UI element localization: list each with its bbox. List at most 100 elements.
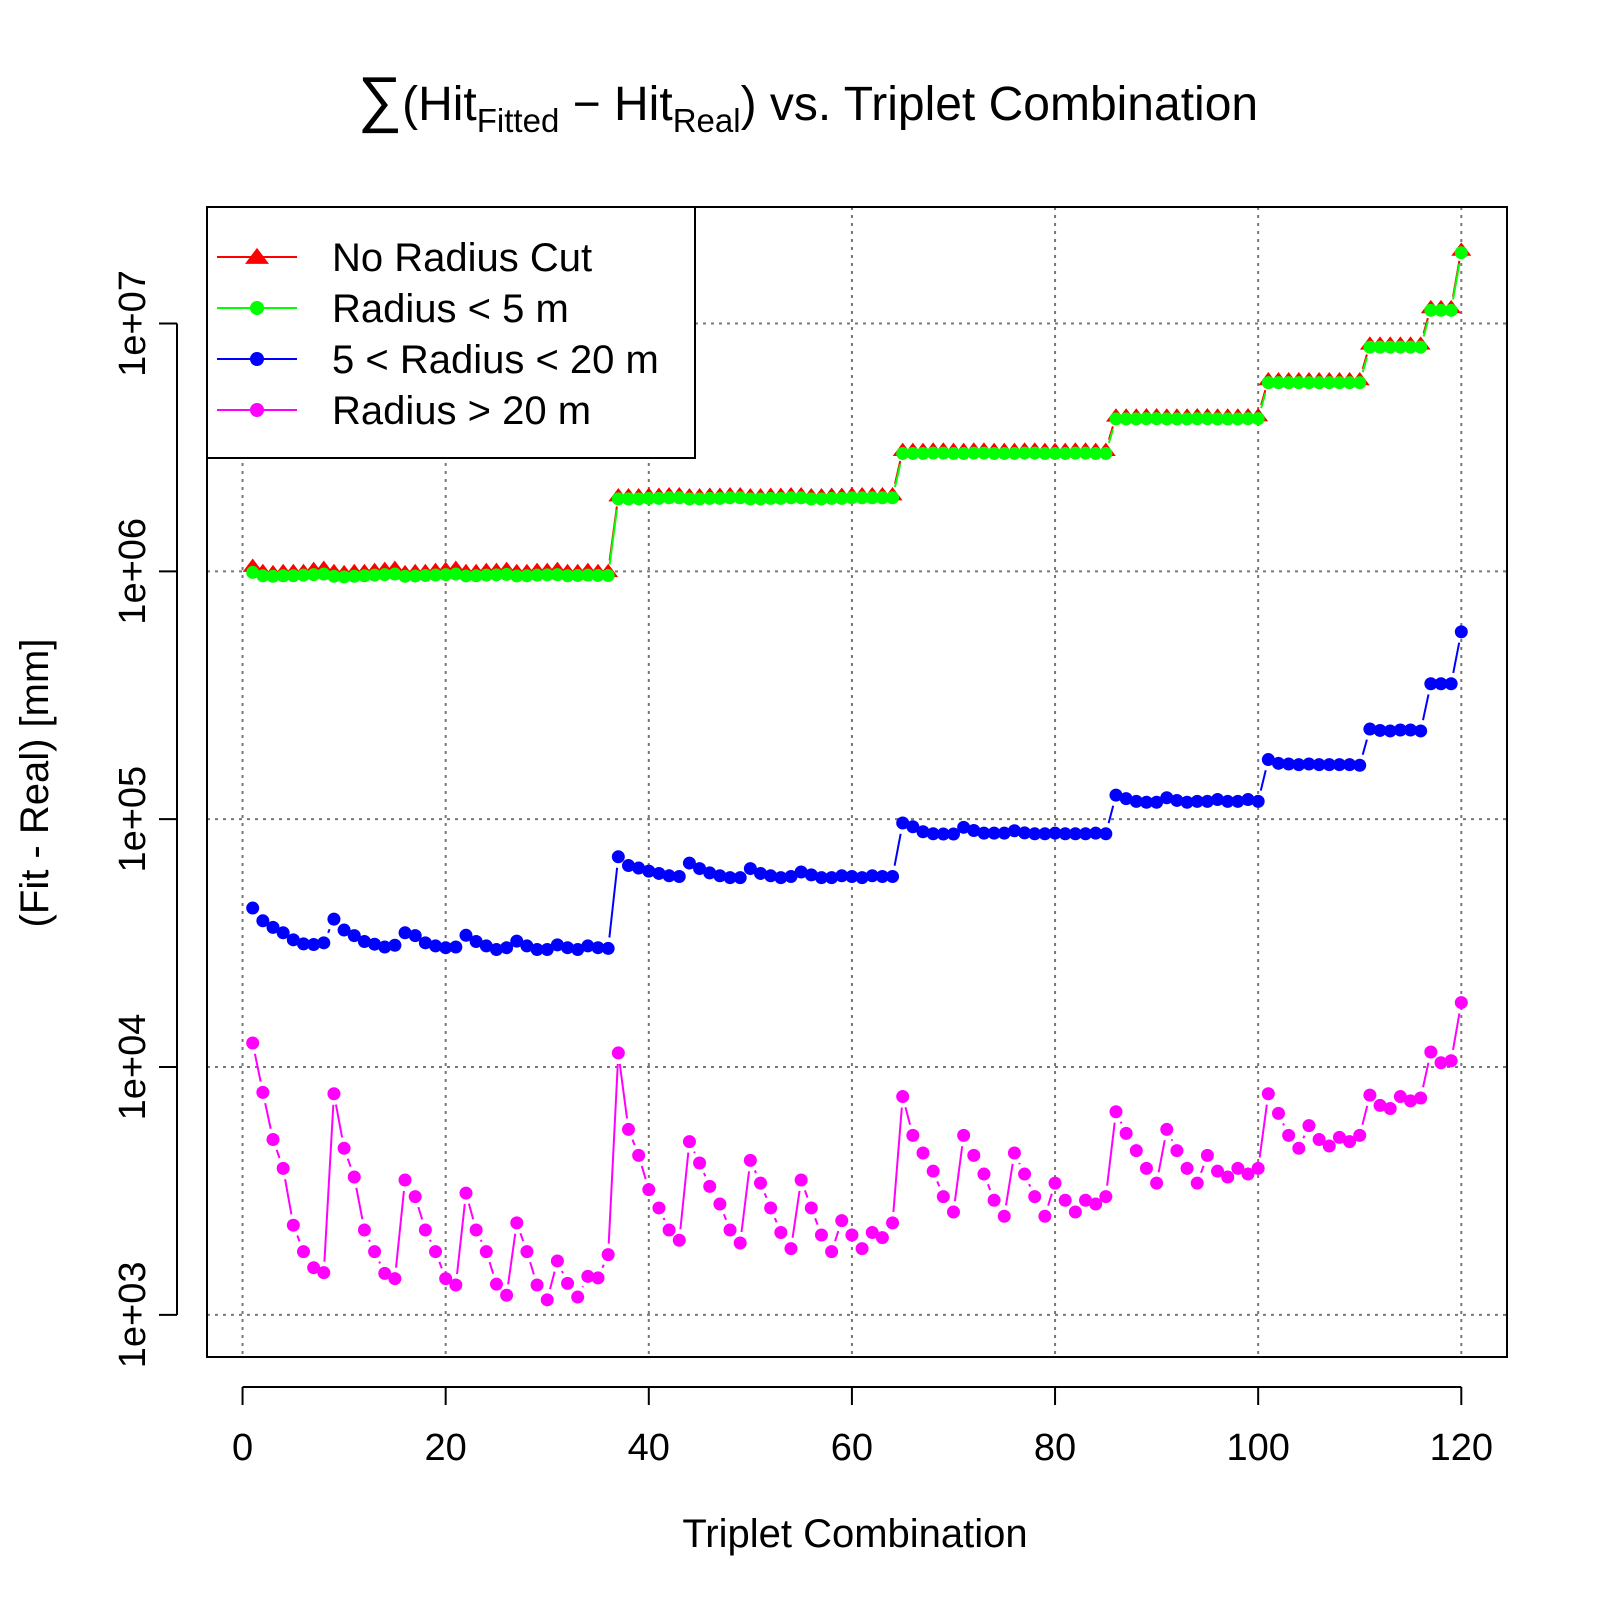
data-point <box>611 492 625 506</box>
data-point <box>642 491 656 505</box>
data-point <box>723 1223 737 1237</box>
data-point <box>764 491 778 505</box>
data-point <box>591 941 605 955</box>
data-point <box>307 568 321 582</box>
data-point <box>733 491 747 505</box>
data-point <box>754 866 768 880</box>
y-tick-label: 1e+06 <box>112 518 154 625</box>
series-segment <box>1200 1165 1205 1174</box>
x-tick-label: 40 <box>628 1427 670 1469</box>
series-radius-20-m <box>246 996 1468 1307</box>
data-point <box>347 1170 361 1184</box>
data-point <box>1261 1087 1275 1101</box>
series-segment <box>679 1152 690 1230</box>
data-point <box>1048 826 1062 840</box>
data-point <box>388 1272 402 1286</box>
data-point <box>1119 1126 1133 1140</box>
series-segment <box>791 1190 801 1238</box>
series-segment <box>1361 1105 1369 1125</box>
data-point <box>1150 412 1164 426</box>
data-point <box>368 937 382 951</box>
series-segment <box>803 1190 809 1198</box>
legend-item-radius-5-m: Radius < 5 m <box>217 287 569 331</box>
data-point <box>713 491 727 505</box>
data-point <box>459 569 473 583</box>
series-segment <box>438 1261 443 1269</box>
x-tick-label: 100 <box>1226 1427 1289 1469</box>
data-point <box>875 1231 889 1245</box>
series-segment <box>640 1165 647 1180</box>
data-point <box>1292 1141 1306 1155</box>
data-point <box>317 1266 331 1280</box>
data-point <box>500 567 514 581</box>
data-point <box>652 491 666 505</box>
title-minus: − Hit <box>559 78 672 131</box>
data-point <box>743 862 757 876</box>
data-point <box>957 820 971 834</box>
series-segment <box>275 1149 281 1159</box>
data-point <box>703 1179 717 1193</box>
series-segment <box>936 1181 941 1187</box>
data-point <box>1058 1193 1072 1207</box>
data-point <box>357 569 371 583</box>
data-point <box>296 568 310 582</box>
data-point <box>571 569 585 583</box>
data-point <box>266 1132 280 1146</box>
data-point <box>1241 1167 1255 1181</box>
series-segment <box>1157 1140 1166 1173</box>
data-point <box>1058 446 1072 460</box>
series-segment <box>893 833 902 866</box>
data-point <box>825 491 839 505</box>
data-point <box>845 1228 859 1242</box>
data-point <box>642 864 656 878</box>
data-point <box>459 1186 473 1200</box>
series-segment <box>763 1192 768 1199</box>
data-point <box>1180 412 1194 426</box>
data-point <box>957 446 971 460</box>
series-segment <box>296 1235 301 1242</box>
data-point <box>662 869 676 883</box>
series-segment <box>323 1104 335 1262</box>
data-point <box>855 871 869 885</box>
data-point <box>296 937 310 951</box>
data-point <box>621 1122 635 1136</box>
data-point <box>449 567 463 581</box>
data-point <box>429 939 443 953</box>
data-point <box>266 920 280 934</box>
series-segment <box>1361 357 1368 373</box>
series-segment <box>253 1053 262 1082</box>
data-point <box>256 1085 270 1099</box>
x-tick-label: 120 <box>1430 1427 1493 1469</box>
series-segment <box>1259 770 1267 791</box>
data-point <box>276 569 290 583</box>
data-point <box>510 569 524 583</box>
data-point <box>347 929 361 943</box>
series-segment <box>1260 392 1267 409</box>
data-point <box>1007 446 1021 460</box>
data-point <box>1028 1190 1042 1204</box>
data-point <box>1068 827 1082 841</box>
data-point <box>693 492 707 506</box>
data-point <box>337 923 351 937</box>
x-tick-label: 80 <box>1034 1427 1076 1469</box>
data-point <box>276 1161 290 1175</box>
data-point <box>1353 1128 1367 1142</box>
data-point <box>946 446 960 460</box>
y-axis: 1e+03 1e+04 1e+05 1e+06 1e+07 <box>112 270 178 1368</box>
series-segment <box>1422 694 1430 721</box>
data-point <box>814 492 828 506</box>
data-point <box>1241 412 1255 426</box>
data-point <box>1343 376 1357 390</box>
data-point <box>317 936 331 950</box>
data-point <box>530 1278 544 1292</box>
data-point <box>1444 1054 1458 1068</box>
series-segment <box>1005 1163 1014 1206</box>
data-point <box>764 869 778 883</box>
data-point <box>540 568 554 582</box>
legend-label: No Radius Cut <box>332 236 592 280</box>
data-point <box>418 936 432 950</box>
data-point <box>1211 1164 1225 1178</box>
data-point <box>835 491 849 505</box>
data-point <box>510 1216 524 1230</box>
data-point <box>1160 412 1174 426</box>
